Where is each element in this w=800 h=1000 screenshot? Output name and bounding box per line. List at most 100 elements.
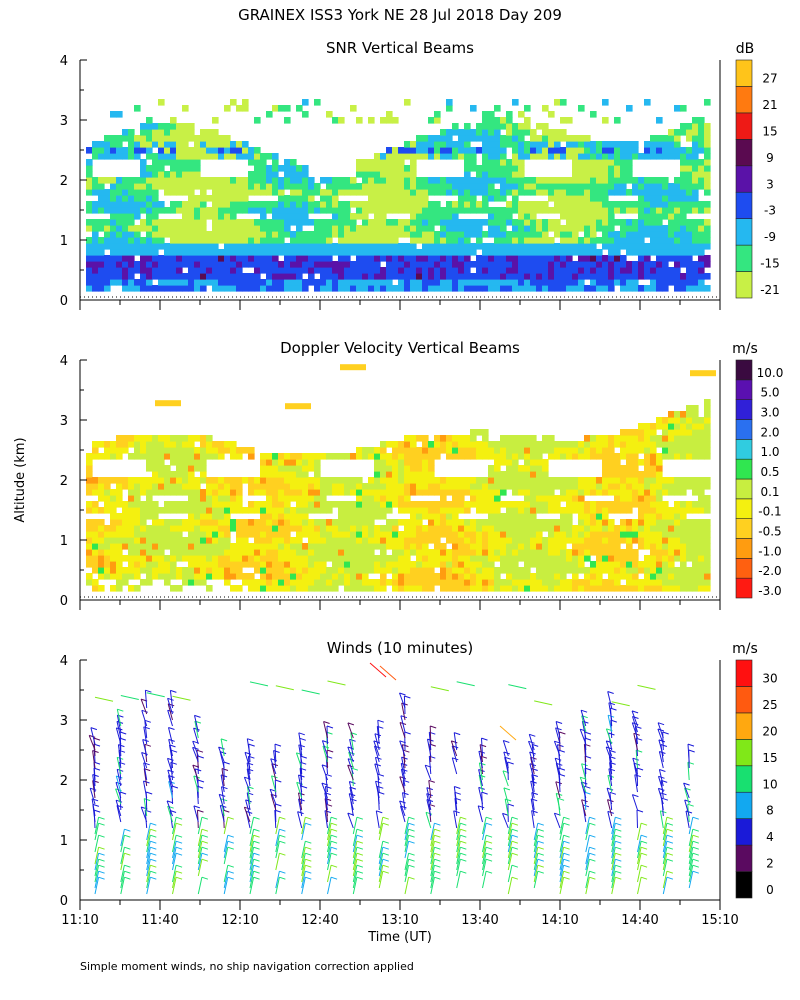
doppler-cell	[458, 441, 465, 448]
doppler-cell	[152, 483, 159, 490]
snr-cell	[278, 261, 285, 268]
doppler-cell	[506, 447, 513, 454]
snr-cell	[590, 189, 597, 196]
snr-cell	[170, 231, 177, 238]
snr-cell	[524, 267, 531, 274]
snr-cell	[440, 141, 447, 148]
snr-cell	[470, 231, 477, 238]
doppler-cell	[386, 495, 393, 502]
doppler-cell	[134, 513, 141, 520]
doppler-cell	[338, 543, 345, 550]
snr-cell	[536, 261, 543, 268]
doppler-cell	[326, 573, 333, 580]
wind-barb	[94, 835, 100, 853]
wind-barb	[167, 710, 173, 727]
doppler-cell	[506, 573, 513, 580]
snr-cell	[272, 165, 279, 172]
doppler-cell	[248, 585, 255, 592]
snr-cell	[548, 177, 555, 184]
snr-cell	[644, 99, 651, 106]
snr-cell	[506, 129, 513, 136]
doppler-cell	[428, 513, 435, 520]
snr-cell	[86, 219, 93, 226]
y-tick-label: 1	[60, 234, 68, 249]
snr-cell	[686, 201, 693, 208]
snr-cell	[458, 273, 465, 280]
snr-cell	[554, 267, 561, 274]
doppler-cell	[530, 501, 537, 508]
doppler-cell	[464, 507, 471, 514]
doppler-cell	[506, 483, 513, 490]
snr-cell	[590, 171, 597, 178]
snr-cell	[494, 189, 501, 196]
doppler-cell	[200, 453, 207, 460]
doppler-cell	[668, 573, 675, 580]
doppler-cell	[344, 555, 351, 562]
snr-cell	[410, 207, 417, 214]
snr-cell	[176, 177, 183, 184]
doppler-cell	[302, 579, 309, 586]
snr-cell	[362, 273, 369, 280]
doppler-cell	[632, 549, 639, 556]
doppler-cell	[536, 531, 543, 538]
snr-cell	[494, 237, 501, 244]
doppler-cell	[404, 579, 411, 586]
doppler-cell	[350, 489, 357, 496]
doppler-cell	[146, 507, 153, 514]
snr-cell	[212, 177, 219, 184]
snr-cell	[356, 183, 363, 190]
snr-cell	[566, 279, 573, 286]
doppler-cell	[296, 579, 303, 586]
doppler-cell	[566, 453, 573, 460]
doppler-cell	[674, 483, 681, 490]
snr-cell	[434, 147, 441, 154]
snr-cell	[260, 153, 267, 160]
wind-barb-feather	[144, 719, 151, 723]
doppler-cell	[470, 543, 477, 550]
snr-cell	[638, 285, 645, 292]
doppler-cell	[578, 489, 585, 496]
doppler-cell	[416, 513, 423, 520]
doppler-cell	[452, 453, 459, 460]
snr-cell	[146, 213, 153, 220]
doppler-cell	[308, 531, 315, 538]
snr-cell	[464, 255, 471, 262]
snr-cell	[98, 195, 105, 202]
doppler-cell	[404, 537, 411, 544]
doppler-cell	[152, 525, 159, 532]
snr-cell	[416, 237, 423, 244]
doppler-cell	[446, 531, 453, 538]
doppler-cell	[320, 531, 327, 538]
snr-cell	[398, 279, 405, 286]
snr-cell	[284, 273, 291, 280]
snr-cell	[512, 273, 519, 280]
snr-cell	[608, 159, 615, 166]
snr-cell	[680, 201, 687, 208]
snr-cell	[590, 249, 597, 256]
doppler-cell	[290, 543, 297, 550]
doppler-cell	[218, 513, 225, 520]
doppler-cell	[158, 507, 165, 514]
doppler-cell	[668, 549, 675, 556]
doppler-cell	[464, 585, 471, 592]
doppler-cell	[470, 531, 477, 538]
doppler-cell	[416, 489, 423, 496]
doppler-cell	[134, 567, 141, 574]
snr-cell	[686, 231, 693, 238]
snr-cell	[680, 129, 687, 136]
snr-cell	[560, 183, 567, 190]
doppler-cell	[614, 507, 621, 514]
doppler-cell	[542, 549, 549, 556]
snr-cell	[398, 165, 405, 172]
colorbar-label: -15	[760, 257, 780, 271]
snr-cell	[332, 225, 339, 232]
doppler-cell	[584, 585, 591, 592]
doppler-cell	[290, 573, 297, 580]
doppler-cell	[188, 471, 195, 478]
snr-cell	[488, 183, 495, 190]
doppler-cell	[650, 543, 657, 550]
snr-cell	[608, 153, 615, 160]
snr-cell	[446, 213, 453, 220]
snr-cell	[626, 153, 633, 160]
doppler-cell	[704, 417, 711, 424]
